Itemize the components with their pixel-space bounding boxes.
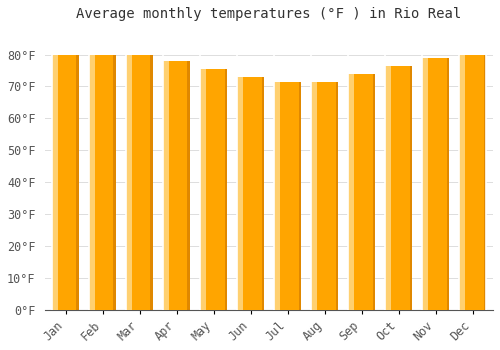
Bar: [126, 55, 153, 310]
Bar: [350, 74, 372, 310]
Bar: [274, 82, 280, 310]
Bar: [314, 82, 336, 310]
Bar: [386, 66, 412, 310]
Bar: [425, 58, 446, 310]
Bar: [54, 55, 76, 310]
Bar: [276, 82, 298, 310]
Bar: [163, 61, 168, 310]
Bar: [166, 61, 188, 310]
Bar: [348, 74, 354, 310]
Bar: [422, 58, 449, 310]
Bar: [126, 55, 132, 310]
Bar: [238, 77, 242, 310]
Bar: [200, 69, 227, 310]
Bar: [460, 55, 464, 310]
Bar: [240, 77, 262, 310]
Bar: [89, 55, 116, 310]
Bar: [128, 55, 150, 310]
Bar: [312, 82, 316, 310]
Bar: [92, 55, 114, 310]
Bar: [274, 82, 301, 310]
Bar: [422, 58, 428, 310]
Bar: [388, 66, 409, 310]
Bar: [386, 66, 390, 310]
Bar: [200, 69, 205, 310]
Bar: [460, 55, 486, 310]
Bar: [348, 74, 375, 310]
Bar: [312, 82, 338, 310]
Bar: [52, 55, 58, 310]
Bar: [89, 55, 94, 310]
Bar: [462, 55, 483, 310]
Bar: [163, 61, 190, 310]
Bar: [52, 55, 79, 310]
Bar: [238, 77, 264, 310]
Title: Average monthly temperatures (°F ) in Rio Real: Average monthly temperatures (°F ) in Ri…: [76, 7, 462, 21]
Bar: [202, 69, 224, 310]
